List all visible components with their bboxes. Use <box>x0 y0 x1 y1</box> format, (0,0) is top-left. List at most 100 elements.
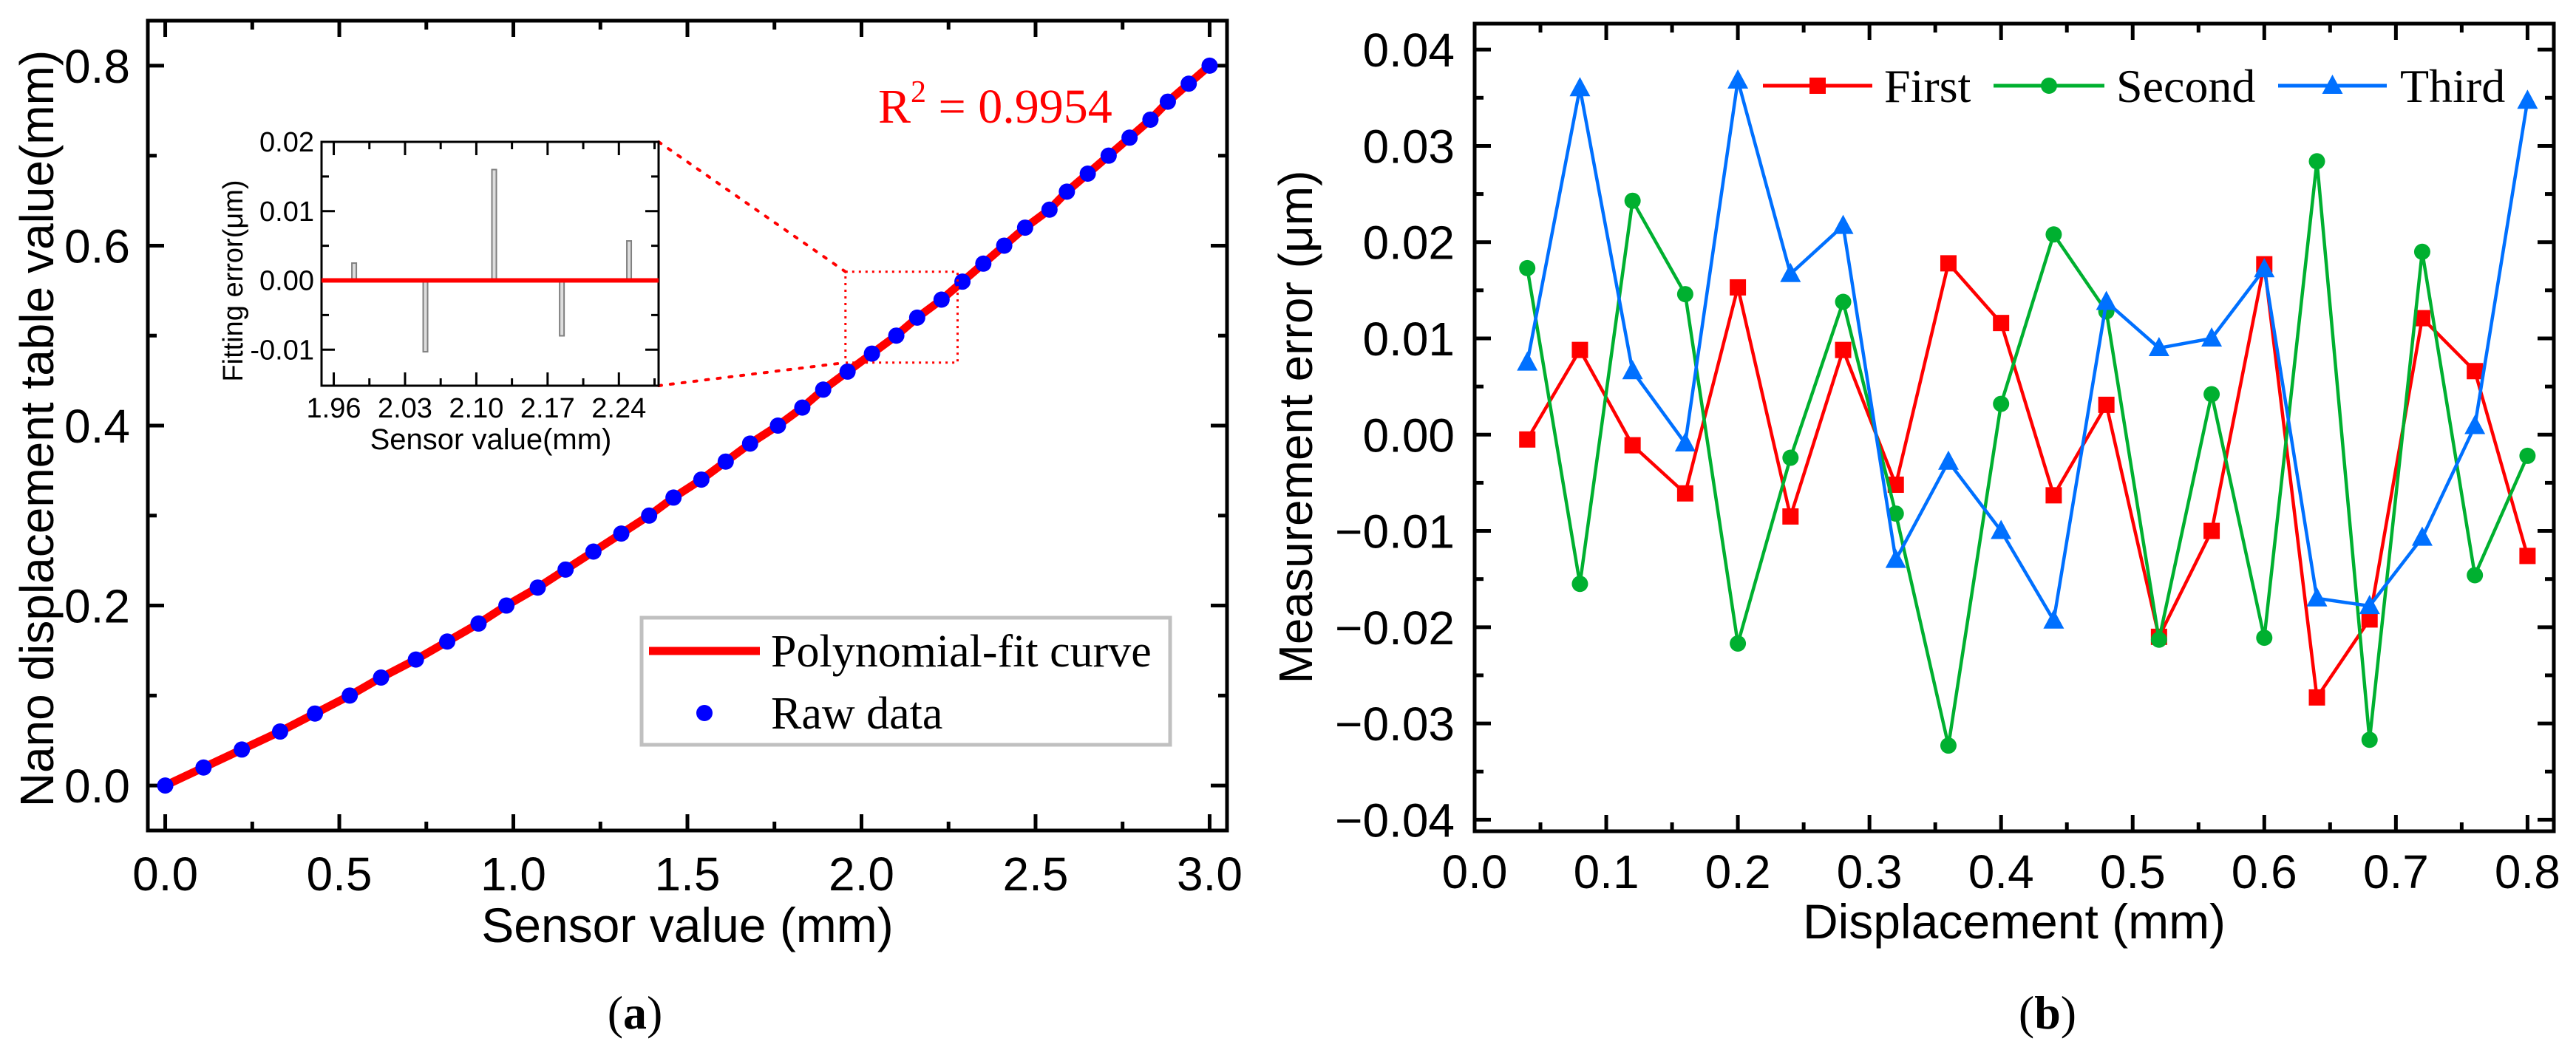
y-tick-label: 0.4 <box>64 400 130 453</box>
data-point <box>2045 226 2062 243</box>
y-tick-label: 0.6 <box>64 219 130 273</box>
inset-x-axis-title: Sensor value(mm) <box>370 423 612 456</box>
x-tick-label: 0.7 <box>2363 845 2429 898</box>
x-tick-label: 2.0 <box>829 848 894 901</box>
data-point <box>1519 431 1536 448</box>
raw-data-point <box>975 255 992 272</box>
x-tick-label: 0.0 <box>132 848 198 901</box>
raw-data-point <box>888 327 905 344</box>
data-point <box>1569 77 1591 97</box>
legend-box <box>639 615 1172 747</box>
data-point <box>2517 89 2538 109</box>
data-point <box>2519 548 2536 565</box>
inset-error-bar <box>559 279 565 337</box>
x-tick-label: 0.8 <box>2495 845 2560 898</box>
legend-marker <box>2041 78 2057 94</box>
raw-data-point <box>839 363 856 380</box>
data-point <box>1782 508 1799 525</box>
raw-data-point <box>794 399 811 416</box>
data-point <box>1937 450 1959 470</box>
data-point <box>1887 505 1904 522</box>
zoom-connector <box>657 140 847 273</box>
data-point <box>2045 487 2062 504</box>
data-point <box>2254 258 2275 278</box>
raw-data-point <box>157 777 174 794</box>
legend-label: Second <box>2116 60 2255 112</box>
y-tick-label: 0.04 <box>1362 24 1455 77</box>
data-point <box>2361 731 2378 748</box>
raw-data-point <box>557 561 574 578</box>
data-point <box>1993 395 2010 412</box>
x-tick-label: 0.4 <box>1968 845 2034 898</box>
inset-error-bar <box>491 168 497 282</box>
legend-marker <box>1809 78 1826 94</box>
data-point <box>1993 315 2010 332</box>
data-point <box>1782 449 1799 466</box>
data-point <box>2519 447 2536 464</box>
data-point <box>1991 519 2012 539</box>
raw-data-point <box>641 507 658 524</box>
y-axis-title: Measurement error (μm) <box>1269 171 1322 684</box>
data-point <box>2413 310 2430 327</box>
y-tick-label: 0.2 <box>64 580 130 633</box>
y-tick-label: 0.0 <box>64 760 130 813</box>
raw-data-point <box>1142 111 1159 128</box>
inset-x-tick-label: 2.10 <box>449 393 503 424</box>
raw-data-point <box>996 237 1013 254</box>
y-tick-label: 0.02 <box>1362 216 1455 270</box>
data-point <box>2148 337 2169 357</box>
data-point <box>2361 611 2378 628</box>
data-point <box>1676 485 1693 502</box>
x-axis-title: Displacement (mm) <box>1803 894 2226 949</box>
inset-error-bar <box>422 279 429 353</box>
inset-error-bar <box>626 240 633 282</box>
y-tick-label: 0.8 <box>64 40 130 93</box>
raw-data-point <box>717 453 734 470</box>
y-tick-label: −0.03 <box>1335 698 1455 751</box>
data-point <box>1674 432 1696 451</box>
data-point <box>1624 437 1641 454</box>
raw-data-point <box>613 525 630 542</box>
data-point <box>2203 386 2220 403</box>
plot-frame <box>320 140 660 387</box>
data-point <box>1730 279 1747 296</box>
data-point <box>1780 262 1801 282</box>
raw-data-point <box>1016 219 1033 236</box>
series-line <box>1526 78 2529 622</box>
data-point <box>1835 341 1852 358</box>
x-tick-label: 0.6 <box>2232 845 2297 898</box>
r-squared-annotation: R2 = 0.9954 <box>878 75 1112 134</box>
raw-data-point <box>1159 93 1176 110</box>
raw-data-point <box>1079 166 1096 183</box>
raw-data-point <box>585 543 602 560</box>
data-point <box>2043 609 2064 629</box>
data-point <box>1887 477 1904 494</box>
data-point <box>2098 396 2115 413</box>
data-point <box>2201 327 2223 347</box>
legend-marker-raw <box>696 705 713 721</box>
x-tick-label: 2.5 <box>1002 848 1068 901</box>
inset-error-bar <box>351 262 358 282</box>
x-axis-title: Sensor value (mm) <box>481 898 894 952</box>
data-point <box>2308 689 2325 706</box>
data-point <box>1517 351 1538 371</box>
series-line <box>1526 262 2529 700</box>
raw-data-point <box>1058 183 1075 200</box>
zoom-region-box <box>844 270 959 364</box>
plot-frame <box>1472 21 2556 833</box>
x-tick-label: 1.0 <box>480 848 546 901</box>
raw-data-point <box>341 687 358 704</box>
data-point <box>1727 69 1749 89</box>
x-tick-label: 0.1 <box>1574 845 1639 898</box>
data-point <box>2467 567 2484 584</box>
inset-x-tick-label: 2.17 <box>520 393 575 424</box>
panel-label-b: (b) <box>2019 986 2076 1039</box>
legend-label: First <box>1884 60 1971 112</box>
data-point <box>1676 286 1693 303</box>
raw-data-point <box>863 345 880 362</box>
data-point <box>1730 635 1747 652</box>
x-tick-label: 3.0 <box>1177 848 1243 901</box>
y-tick-label: −0.04 <box>1335 794 1455 847</box>
raw-data-point <box>195 759 212 776</box>
